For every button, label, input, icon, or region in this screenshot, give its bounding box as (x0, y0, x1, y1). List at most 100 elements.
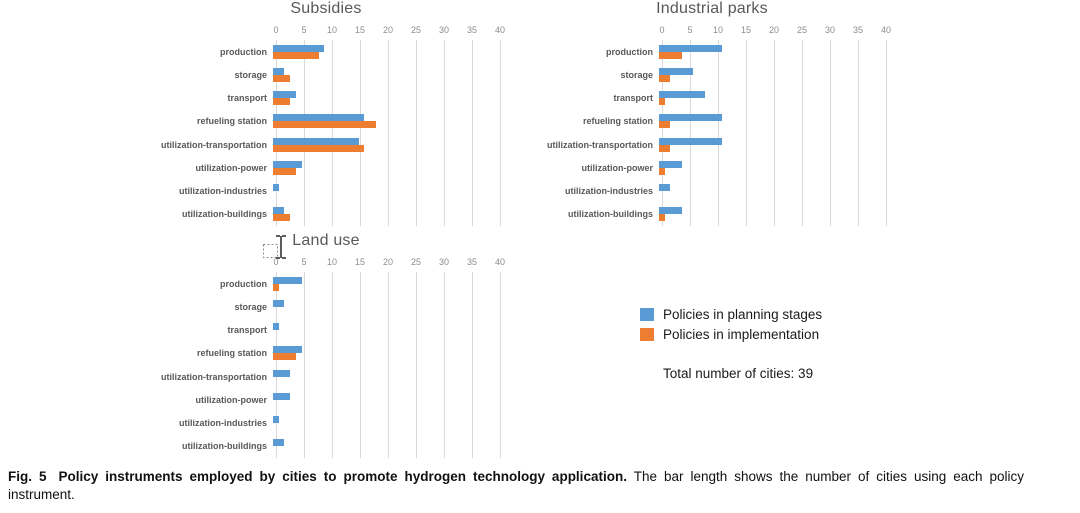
axis-tick-label: 30 (438, 257, 450, 267)
category-label: production (606, 46, 653, 57)
gridline (661, 40, 663, 226)
category-row: production (532, 40, 886, 63)
bar-implementation (273, 283, 279, 291)
category-row: transport (146, 87, 500, 110)
bar-implementation (659, 51, 682, 59)
axis-tick-label: 30 (438, 25, 450, 35)
gridline (499, 40, 501, 226)
bar-planning (659, 114, 722, 122)
bar-group (658, 87, 886, 110)
bar-group (272, 388, 500, 411)
caption-title: Policy instruments employed by cities to… (58, 469, 627, 484)
bar-group (658, 110, 886, 133)
bar-group (658, 63, 886, 86)
bar-implementation (659, 167, 665, 175)
bar-planning (273, 91, 296, 99)
category-row: utilization-transportation (146, 133, 500, 156)
gridline (387, 272, 389, 458)
bar-planning (273, 44, 325, 52)
bar-planning (273, 299, 285, 307)
bar-planning (273, 114, 365, 122)
category-row: utilization-buildings (146, 435, 500, 458)
bar-planning (273, 67, 285, 75)
category-row: utilization-power (146, 388, 500, 411)
category-label: utilization-transportation (547, 139, 653, 150)
gridline (303, 272, 305, 458)
gridline (387, 40, 389, 226)
gridline (745, 40, 747, 226)
plot-area: production storage transport refueling stat… (146, 272, 501, 458)
bar-planning (659, 67, 694, 75)
bar-implementation (659, 121, 671, 129)
axis-tick-label: 10 (712, 25, 724, 35)
total-cities-label: Total number of cities: 39 (663, 366, 814, 381)
x-axis-tick-labels: 0 5 10 15 20 25 30 35 40 (273, 25, 505, 37)
gridline (885, 40, 887, 226)
legend-swatch-implementation-icon (640, 328, 654, 341)
bar-group (272, 156, 500, 179)
bar-planning (273, 323, 279, 331)
gridline (443, 272, 445, 458)
category-label: refueling station (196, 116, 267, 127)
bar-planning (273, 160, 302, 168)
bar-group (272, 272, 500, 295)
bar-planning (273, 184, 279, 192)
bar-planning (273, 369, 291, 377)
axis-tick-label: 20 (382, 25, 394, 35)
category-row: production (146, 40, 500, 63)
category-label: utilization-buildings (182, 441, 267, 452)
category-label: utilization-power (195, 394, 268, 405)
text-cursor-icon (263, 235, 286, 259)
x-axis-tick-labels: 0 5 10 15 20 25 30 35 40 (659, 25, 891, 37)
category-label: storage (234, 301, 267, 312)
bar-group (658, 133, 886, 156)
bar-implementation (273, 167, 296, 175)
bar-group (272, 342, 500, 365)
bar-group (658, 156, 886, 179)
axis-tick-label: 40 (880, 25, 892, 35)
axis-tick-label: 30 (824, 25, 836, 35)
gridlines (275, 272, 501, 458)
gridline (773, 40, 775, 226)
gridline (303, 40, 305, 226)
category-row: utilization-industries (532, 180, 886, 203)
bar-planning (659, 184, 671, 192)
bar-group (272, 295, 500, 318)
bar-implementation (273, 353, 296, 361)
bar-rows: production storage transport refueling stat… (146, 272, 500, 458)
bar-group (272, 435, 500, 458)
bar-group (272, 365, 500, 388)
chart-title: Industrial parks (656, 0, 768, 17)
category-label: refueling station (582, 116, 653, 127)
category-label: utilization-power (581, 162, 654, 173)
axis-tick-label: 40 (494, 257, 506, 267)
category-label: utilization-buildings (182, 209, 267, 220)
bar-group (658, 203, 886, 226)
gridline (443, 40, 445, 226)
axis-tick-label: 10 (326, 25, 338, 35)
gridline (275, 40, 277, 226)
gridline (359, 272, 361, 458)
category-row: utilization-industries (146, 180, 500, 203)
bar-implementation (659, 144, 671, 152)
legend-label-planning: Policies in planning stages (663, 307, 823, 322)
bar-group (272, 133, 500, 156)
axis-tick-label: 40 (494, 25, 506, 35)
gridline (331, 272, 333, 458)
bar-planning (659, 137, 722, 145)
category-row: utilization-industries (146, 412, 500, 435)
axis-tick-label: 35 (466, 257, 478, 267)
bar-planning (273, 207, 285, 215)
axis-tick-label: 5 (301, 257, 307, 267)
bar-planning (659, 160, 682, 168)
chart-subsidies: Subsidies 0 5 10 15 20 25 30 35 40 production stora… (146, 0, 506, 228)
category-row: storage (146, 295, 500, 318)
figure-caption: Fig. 5 Policy instruments employed by cit… (8, 468, 1024, 503)
legend: Policies in planning stages Policies in … (640, 307, 822, 381)
bar-implementation (273, 214, 291, 222)
category-row: utilization-buildings (146, 203, 500, 226)
gridline (471, 40, 473, 226)
category-row: utilization-power (532, 156, 886, 179)
bar-planning (659, 91, 705, 99)
legend-item-planning: Policies in planning stages (640, 307, 822, 322)
